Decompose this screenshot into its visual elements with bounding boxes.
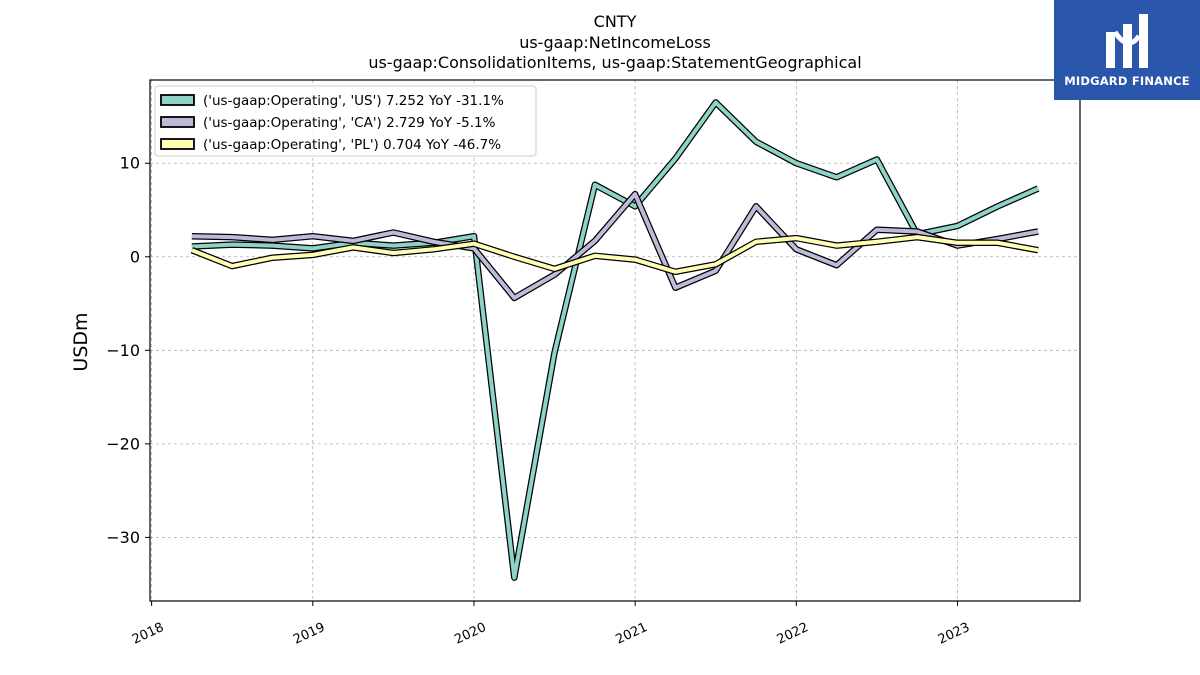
brand-name: MIDGARD FINANCE bbox=[1064, 74, 1190, 88]
x-tick-label: 2020 bbox=[452, 620, 488, 648]
y-tick-label: −10 bbox=[106, 341, 140, 360]
y-axis-ticks: 10 0 −10 −20 −30 bbox=[106, 154, 150, 547]
x-tick-label: 2019 bbox=[291, 620, 327, 648]
legend-label: ('us-gaap:Operating', 'US') 7.252 YoY -3… bbox=[203, 93, 504, 109]
midgard-logo-icon bbox=[1106, 14, 1148, 68]
legend-entry-2: ('us-gaap:Operating', 'CA') 2.729 YoY -5… bbox=[160, 115, 496, 131]
chart-titles: CNTY us-gaap:NetIncomeLoss us-gaap:Conso… bbox=[368, 12, 861, 72]
chart-subtitle-line-2: us-gaap:ConsolidationItems, us-gaap:Stat… bbox=[368, 53, 861, 72]
y-axis-label: USDm bbox=[70, 312, 92, 371]
legend-entries: ('us-gaap:Operating', 'US') 7.252 YoY -3… bbox=[160, 93, 504, 153]
y-tick-label: 10 bbox=[120, 154, 140, 173]
y-tick-label: 0 bbox=[130, 247, 140, 266]
y-tick-label: −30 bbox=[106, 528, 140, 547]
legend-entry-1: ('us-gaap:Operating', 'US') 7.252 YoY -3… bbox=[160, 93, 504, 109]
legend-label: ('us-gaap:Operating', 'CA') 2.729 YoY -5… bbox=[203, 115, 496, 131]
chart-title: CNTY bbox=[594, 12, 637, 31]
series-stroke bbox=[191, 192, 1039, 300]
x-tick-label: 2018 bbox=[130, 620, 166, 648]
series-line-1 bbox=[191, 99, 1040, 581]
series-outline bbox=[191, 99, 1040, 581]
series-line-2 bbox=[191, 190, 1039, 302]
series-stroke bbox=[191, 235, 1039, 274]
x-axis-ticks: 2018 2019 2020 2021 2022 2023 bbox=[130, 601, 972, 648]
chart-subtitle-line-1: us-gaap:NetIncomeLoss bbox=[519, 33, 711, 52]
legend: ('us-gaap:Operating', 'US') 7.252 YoY -3… bbox=[154, 85, 537, 157]
brand-logo: MIDGARD FINANCE bbox=[1054, 0, 1200, 100]
legend-entry-3: ('us-gaap:Operating', 'PL') 0.704 YoY -4… bbox=[160, 137, 501, 153]
y-tick-label: −20 bbox=[106, 434, 140, 453]
series-lines bbox=[190, 99, 1040, 581]
legend-label: ('us-gaap:Operating', 'PL') 0.704 YoY -4… bbox=[203, 137, 501, 153]
x-tick-label: 2022 bbox=[775, 620, 811, 648]
legend-box bbox=[154, 85, 537, 157]
plot-frame bbox=[149, 79, 1081, 602]
legend-swatch bbox=[160, 138, 195, 150]
x-tick-label: 2023 bbox=[936, 620, 972, 648]
grid-lines bbox=[150, 80, 1080, 601]
series-stroke bbox=[191, 100, 1039, 580]
series-line-3 bbox=[190, 233, 1039, 276]
legend-swatch bbox=[160, 116, 195, 128]
x-tick-label: 2021 bbox=[614, 620, 650, 648]
legend-swatch bbox=[160, 94, 195, 106]
